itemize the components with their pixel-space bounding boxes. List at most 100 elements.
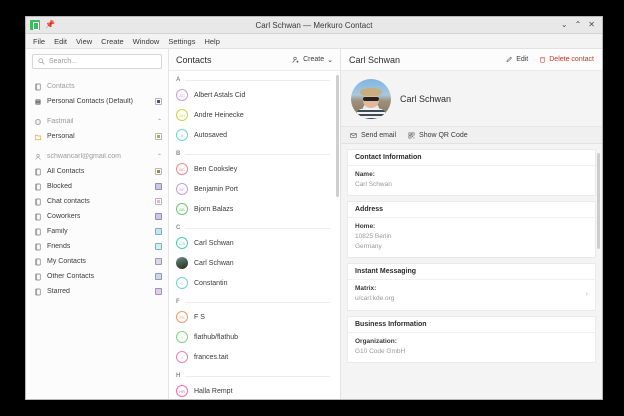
sidebar-item-personal[interactable]: Personal <box>26 129 168 144</box>
list-icon <box>35 99 41 104</box>
address-book-icon <box>35 273 41 280</box>
collection-color-swatch[interactable] <box>155 98 162 105</box>
menu-help[interactable]: Help <box>204 36 220 46</box>
contact-quick-actions: Send email Show QR Code <box>341 127 602 144</box>
menu-window[interactable]: Window <box>132 36 160 46</box>
field-label: Organization: <box>355 337 397 345</box>
sidebar-item-blocked[interactable]: Blocked <box>26 179 168 194</box>
menu-settings[interactable]: Settings <box>168 36 196 46</box>
sidebar-item-label: Coworkers <box>47 213 81 220</box>
list-item[interactable]: f flathub/flathub <box>169 327 340 347</box>
avatar: BB <box>176 203 188 215</box>
maximize-button[interactable]: ⌃ <box>574 20 582 29</box>
pin-icon[interactable]: 📌 <box>45 20 55 29</box>
contact-name: Albert Astals Cid <box>194 91 246 99</box>
contacts-list[interactable]: A AC Albert Astals Cid AH Andre Heinecke A Aut… <box>169 71 340 399</box>
list-item[interactable]: BC Ben Cooksley <box>169 159 340 179</box>
contact-name: Autosaved <box>194 131 228 139</box>
contact-name: Halla Rempt <box>194 387 233 395</box>
sidebar-item-friends[interactable]: Friends <box>26 239 168 254</box>
detail-scrollbar[interactable] <box>597 153 600 249</box>
avatar: BP <box>176 183 188 195</box>
chevron-up-icon[interactable]: ⌃ <box>156 118 162 125</box>
field-value: G10 Code GmbH <box>355 347 406 355</box>
list-item[interactable]: Carl Schwan <box>169 253 340 273</box>
collection-color-swatch[interactable] <box>155 213 162 220</box>
chevron-right-icon[interactable]: › <box>585 291 588 299</box>
contacts-scrollbar[interactable] <box>335 75 339 197</box>
contact-display-name: Carl Schwan <box>400 94 452 104</box>
collection-color-swatch[interactable] <box>155 198 162 205</box>
sidebar-item-label: My Contacts <box>47 258 86 265</box>
contact-name: Benjamin Port <box>194 185 238 193</box>
collection-color-swatch[interactable] <box>155 168 162 175</box>
list-item[interactable]: AC Albert Astals Cid <box>169 85 340 105</box>
collection-color-swatch[interactable] <box>155 133 162 140</box>
sidebar-item-all-contacts[interactable]: All Contacts <box>26 164 168 179</box>
collection-color-swatch[interactable] <box>155 243 162 250</box>
list-item[interactable]: f frances.tait <box>169 347 340 367</box>
divider <box>185 153 330 155</box>
edit-button[interactable]: Edit <box>506 56 528 63</box>
contacts-column-title: Contacts <box>176 54 212 65</box>
sidebar-item-my-contacts[interactable]: My Contacts <box>26 254 168 269</box>
chevron-up-icon[interactable]: ⌃ <box>156 153 162 160</box>
edit-label: Edit <box>516 56 529 63</box>
contact-name: Ben Cooksley <box>194 165 238 173</box>
sidebar-item-label: Contacts <box>47 83 75 90</box>
sidebar-item-other-contacts[interactable]: Other Contacts <box>26 269 168 284</box>
sidebar-item-fastmail[interactable]: Fastmail ⌃ <box>26 114 168 129</box>
collection-color-swatch[interactable] <box>155 273 162 280</box>
sidebar-item-label: Chat contacts <box>47 198 90 205</box>
letter-label: F <box>176 299 180 305</box>
sidebar-item-starred[interactable]: Starred <box>26 284 168 299</box>
detail-field: Home: 10825 Berlin Germany <box>348 218 595 257</box>
section-business-information: Business Information Organization: G10 Cod… <box>347 315 596 364</box>
collection-color-swatch[interactable] <box>155 288 162 295</box>
search-input[interactable]: Search... <box>32 54 162 69</box>
contacts-letter-divider: H <box>169 367 340 381</box>
send-email-button[interactable]: Send email <box>350 132 396 139</box>
menu-edit[interactable]: Edit <box>54 36 68 46</box>
list-item[interactable]: AH Andre Heinecke <box>169 105 340 125</box>
minimize-button[interactable]: ⌄ <box>560 20 568 29</box>
close-button[interactable]: ✕ <box>588 20 595 29</box>
show-qr-code-button[interactable]: Show QR Code <box>408 132 468 139</box>
list-item[interactable]: A Autosaved <box>169 125 340 145</box>
list-item[interactable]: BB Bjorn Balazs <box>169 199 340 219</box>
collection-color-swatch[interactable] <box>155 258 162 265</box>
contact-sections: Contact Information Name: Carl Schwan Addre… <box>341 144 602 399</box>
list-item[interactable]: HR Halla Rempt <box>169 381 340 399</box>
collection-color-swatch[interactable] <box>155 183 162 190</box>
collection-color-swatch[interactable] <box>155 228 162 235</box>
list-item[interactable]: BP Benjamin Port <box>169 179 340 199</box>
list-item[interactable]: CS Carl Schwan <box>169 233 340 253</box>
sidebar-item-label: Personal <box>47 133 75 140</box>
sidebar-item-label: Fastmail <box>47 118 74 125</box>
list-item[interactable]: C Constantin <box>169 273 340 293</box>
field-value: Carl Schwan <box>355 181 392 188</box>
sidebar-item-contacts[interactable]: Contacts <box>26 79 168 94</box>
menu-file[interactable]: File <box>33 36 46 46</box>
divider <box>185 375 330 377</box>
delete-contact-button[interactable]: Delete contact <box>539 56 594 63</box>
avatar: f <box>176 331 188 343</box>
avatar: CS <box>176 237 188 249</box>
sidebar-item-chat-contacts[interactable]: Chat contacts <box>26 194 168 209</box>
create-contact-button[interactable]: Create ⌄ <box>292 56 333 64</box>
contact-name: Andre Heinecke <box>194 111 244 119</box>
folder-icon <box>34 134 42 140</box>
detail-field[interactable]: Matrix: u/carl:kde.org › <box>348 280 595 309</box>
sidebar-item-schwancarl-gmail-com[interactable]: schwancarl@gmail.com ⌃ <box>26 149 168 164</box>
sidebar-item-personal-contacts-default[interactable]: Personal Contacts (Default) <box>26 94 168 109</box>
menu-create[interactable]: Create <box>101 36 124 46</box>
menu-view[interactable]: View <box>76 36 93 46</box>
action-label: Show QR Code <box>419 131 468 139</box>
avatar-shirt <box>357 108 385 119</box>
sidebar-item-coworkers[interactable]: Coworkers <box>26 209 168 224</box>
detail-field: Organization: G10 Code GmbH <box>348 333 595 362</box>
trash-icon <box>540 57 546 63</box>
window-controls: ⌄ ⌃ ✕ <box>561 21 598 29</box>
list-item[interactable]: FS F S <box>169 307 340 327</box>
sidebar-item-family[interactable]: Family <box>26 224 168 239</box>
